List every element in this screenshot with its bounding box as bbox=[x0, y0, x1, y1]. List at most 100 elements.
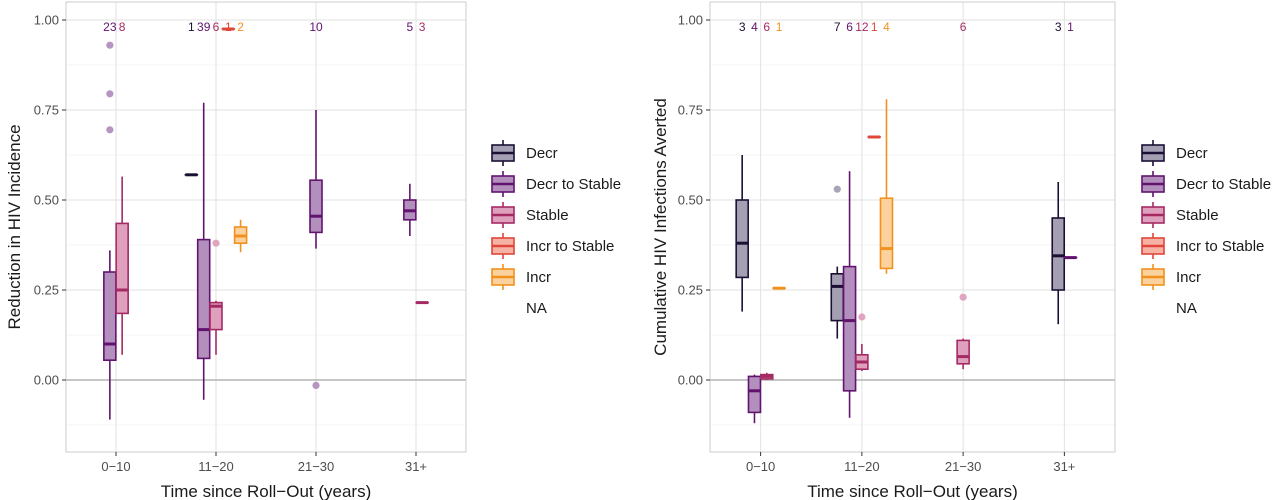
count-label: 39 bbox=[197, 20, 211, 34]
x-tick-label: 0−10 bbox=[746, 459, 775, 474]
legend-item-na: NA bbox=[1176, 300, 1197, 317]
x-tick-label: 21−30 bbox=[945, 459, 982, 474]
box-body bbox=[1051, 217, 1066, 291]
count-label: 3 bbox=[1055, 20, 1062, 34]
box-decr-to-stable-11-20: 6 bbox=[842, 20, 857, 418]
box-stable-11-20: 6 bbox=[209, 20, 223, 355]
y-tick-label: 0.00 bbox=[678, 373, 703, 388]
outlier-point bbox=[106, 126, 114, 134]
box-body bbox=[103, 271, 117, 361]
legend: Decr Decr to Stable Stable Incr to Stable In… bbox=[491, 140, 621, 317]
outlier-point bbox=[858, 313, 866, 321]
box-decr-to-stable-31: 1 bbox=[1063, 20, 1078, 260]
y-tick-label: 0.50 bbox=[34, 193, 59, 208]
count-label: 1 bbox=[225, 20, 232, 34]
legend-item-incr: Incr bbox=[1141, 264, 1201, 290]
legend-item-decr: Decr bbox=[1141, 140, 1208, 166]
count-label: 2 bbox=[237, 20, 244, 34]
box-stable-31: 3 bbox=[415, 20, 429, 305]
box-incr-to-stable-11-20: 1 bbox=[221, 20, 236, 34]
box-decr-31: 3 bbox=[1051, 20, 1066, 325]
box-decr-to-stable-31: 5 bbox=[403, 20, 417, 236]
legend-item-incr: Incr bbox=[491, 264, 551, 290]
box-stable-0-10: 8 bbox=[115, 20, 129, 355]
outlier-point bbox=[833, 185, 841, 193]
plot-area bbox=[710, 2, 1115, 452]
y-tick-label: 0.50 bbox=[678, 193, 703, 208]
legend-label: NA bbox=[1176, 300, 1197, 317]
legend-label: Incr bbox=[526, 269, 551, 286]
count-label: 6 bbox=[763, 20, 770, 34]
legend-item-stable: Stable bbox=[1141, 202, 1219, 228]
y-tick-label: 0.00 bbox=[34, 373, 59, 388]
count-label: 1 bbox=[1067, 20, 1074, 34]
box-decr-11-20: 1 bbox=[184, 20, 199, 177]
legend-item-incr-to-stable: Incr to Stable bbox=[1141, 233, 1264, 259]
legend-label: Decr to Stable bbox=[1176, 176, 1271, 193]
outlier-point bbox=[959, 293, 967, 301]
box-decr-to-stable-0-10: 4 bbox=[747, 20, 762, 424]
outlier-point bbox=[212, 239, 220, 247]
legend-label: Decr to Stable bbox=[526, 176, 621, 193]
x-tick-label: 21−30 bbox=[298, 459, 335, 474]
box-body bbox=[115, 222, 129, 315]
plot-area bbox=[66, 2, 466, 452]
y-tick-label: 1.00 bbox=[34, 13, 59, 28]
box-stable-0-10: 6 bbox=[759, 20, 774, 380]
legend-item-decr-to-stable: Decr to Stable bbox=[491, 171, 621, 197]
count-label: 12 bbox=[855, 20, 869, 34]
box-incr-0-10: 1 bbox=[772, 20, 786, 290]
legend-label: Incr to Stable bbox=[1176, 238, 1264, 255]
x-tick-label: 11−20 bbox=[844, 459, 880, 474]
y-tick-label: 1.00 bbox=[678, 13, 703, 28]
box-decr-to-stable-11-20: 39 bbox=[196, 20, 211, 400]
x-axis-title: Time since Roll−Out (years) bbox=[161, 482, 372, 500]
legend-item-stable: Stable bbox=[491, 202, 569, 228]
count-label: 6 bbox=[213, 20, 220, 34]
legend-label: Stable bbox=[1176, 207, 1219, 224]
panel-1: 0.00 0.25 0.50 0.75 1.00 0−10 11−20 21−30 31+ Tim… bbox=[5, 1, 621, 500]
y-axis-title: Reduction in HIV Incidence bbox=[5, 124, 24, 329]
legend-label: Decr bbox=[1176, 145, 1208, 162]
count-label: 1 bbox=[871, 20, 878, 34]
count-label: 10 bbox=[309, 20, 323, 34]
y-tick-label: 0.75 bbox=[678, 103, 703, 118]
y-tick-label: 0.25 bbox=[34, 283, 59, 298]
box-body bbox=[842, 265, 857, 392]
legend-label: Decr bbox=[526, 145, 558, 162]
y-axis-title: Cumulative HIV Infections Averted bbox=[651, 98, 670, 356]
legend-item-incr-to-stable: Incr to Stable bbox=[491, 233, 614, 259]
count-label: 1 bbox=[776, 20, 783, 34]
count-label: 3 bbox=[739, 20, 746, 34]
box-stable-21-30: 6 bbox=[956, 20, 970, 370]
outlier-point bbox=[312, 381, 320, 389]
count-label: 5 bbox=[407, 20, 414, 34]
legend: Decr Decr to Stable Stable Incr to Stable In… bbox=[1141, 140, 1271, 317]
count-label: 6 bbox=[960, 20, 967, 34]
count-label: 1 bbox=[188, 20, 195, 34]
count-label: 3 bbox=[419, 20, 426, 34]
box-body bbox=[735, 199, 749, 279]
count-label: 8 bbox=[119, 20, 126, 34]
legend-label: Incr bbox=[1176, 269, 1201, 286]
x-tick-label: 11−20 bbox=[198, 459, 234, 474]
box-body bbox=[309, 179, 323, 234]
box-incr-to-stable-11-20: 1 bbox=[867, 20, 881, 139]
box-stable-11-20: 12 bbox=[855, 20, 869, 371]
legend-label: NA bbox=[526, 300, 547, 317]
x-tick-label: 31+ bbox=[405, 459, 427, 474]
count-label: 23 bbox=[103, 20, 117, 34]
count-label: 6 bbox=[846, 20, 853, 34]
x-axis-title: Time since Roll−Out (years) bbox=[807, 482, 1018, 500]
y-tick-label: 0.75 bbox=[34, 103, 59, 118]
box-body bbox=[209, 301, 223, 331]
box-decr-11-20: 7 bbox=[830, 20, 845, 339]
outlier-point bbox=[106, 90, 114, 98]
box-incr-11-20: 2 bbox=[233, 20, 248, 253]
panel-border bbox=[709, 1, 1116, 453]
panel-border bbox=[65, 1, 467, 453]
box-decr-0-10: 3 bbox=[735, 20, 749, 312]
box-decr-to-stable-0-10: 23 bbox=[103, 20, 117, 420]
x-tick-label: 31+ bbox=[1053, 459, 1075, 474]
